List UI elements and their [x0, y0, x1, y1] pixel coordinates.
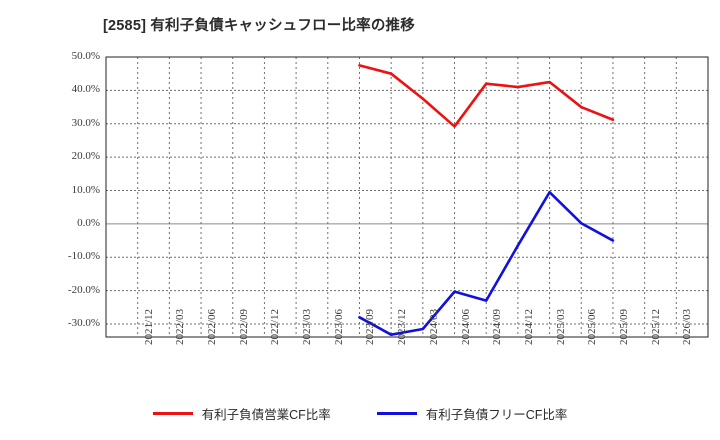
x-axis-tick-label: 2025/12	[649, 308, 662, 345]
x-axis-tick-label: 2023/03	[301, 308, 314, 345]
y-axis-tick-label: 50.0%	[71, 50, 100, 62]
x-axis-tick-label: 2025/03	[554, 308, 567, 345]
legend-entry[interactable]: 有利子負債フリーCF比率	[376, 404, 568, 423]
y-axis-tick-label: 20.0%	[71, 150, 100, 163]
x-axis-tick-label: 2022/03	[174, 308, 187, 345]
y-axis-tick-label: 30.0%	[71, 116, 100, 129]
y-axis-tick-label: 10.0%	[71, 183, 100, 196]
x-axis-tick-label: 2024/03	[427, 308, 440, 345]
page-title: [2585] 有利子負債キャッシュフロー比率の推移	[103, 18, 415, 34]
legend-color-swatch-icon	[376, 412, 417, 415]
x-axis-tick-label: 2023/06	[332, 308, 345, 345]
series-line-2	[358, 190, 615, 336]
axis-frame	[105, 56, 709, 338]
legend-entry[interactable]: 有利子負債営業CF比率	[152, 404, 331, 423]
data-series-layer	[358, 64, 615, 336]
x-axis-tick-label: 2024/12	[522, 308, 535, 345]
legend-label: 有利子負債営業CF比率	[201, 408, 331, 422]
y-axis-tick-label: -10.0%	[67, 250, 100, 263]
series-line-1	[358, 64, 615, 128]
plot-border	[105, 56, 709, 338]
x-axis-tick-label: 2025/06	[586, 308, 599, 345]
x-axis-tick-label: 2024/06	[459, 308, 472, 345]
legend-label: 有利子負債フリーCF比率	[425, 408, 568, 422]
y-axis-ticks: 50.0% 40.0% 30.0% 20.0% 10.0% 0.0% -10.0% -20.0…	[38, 0, 100, 440]
x-axis-tick-label: 2022/12	[269, 308, 282, 345]
chart-legend: 有利子負債営業CF比率 有利子負債フリーCF比率	[0, 404, 720, 423]
x-axis-tick-label: 2023/12	[396, 308, 409, 345]
x-axis-tick-label: 2025/09	[617, 308, 630, 345]
y-axis-tick-label: 40.0%	[71, 83, 100, 96]
x-axis-tick-label: 2026/03	[681, 308, 694, 345]
y-axis-tick-label: -20.0%	[67, 283, 100, 296]
y-axis-tick-label: -30.0%	[67, 317, 100, 329]
x-axis-tick-label: 2023/09	[364, 308, 377, 345]
legend-color-swatch-icon	[152, 412, 193, 415]
gridlines	[106, 56, 708, 337]
x-axis-tick-label: 2022/09	[237, 308, 250, 345]
x-axis-tick-label: 2024/09	[491, 308, 504, 345]
y-axis-tick-label: 0.0%	[77, 216, 100, 229]
x-axis-tick-label: 2021/12	[142, 308, 155, 345]
x-axis-tick-label: 2022/06	[206, 308, 219, 345]
